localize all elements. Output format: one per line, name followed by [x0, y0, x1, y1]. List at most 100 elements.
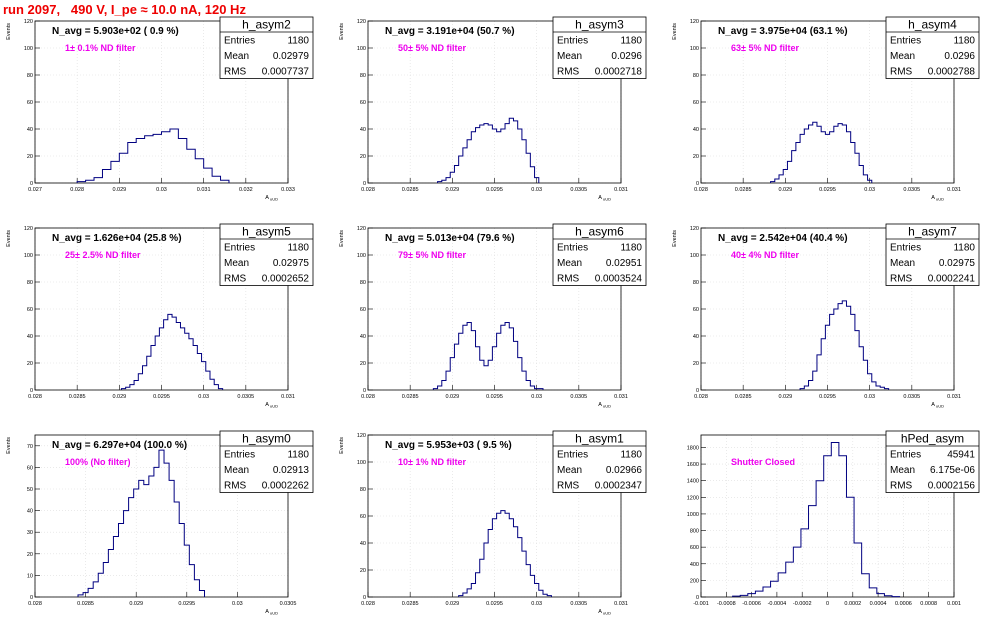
- y-tick-label: 120: [357, 19, 366, 25]
- x-tick-label: 0.0305: [570, 394, 587, 400]
- y-tick-label: 70: [27, 444, 33, 450]
- histogram-bin: [830, 132, 834, 183]
- histogram-title: N_avg = 1.626e+04 (25.8 %): [52, 233, 182, 244]
- histogram-bin: [184, 545, 189, 597]
- histogram-bin: [176, 323, 180, 391]
- stats-hist-name: h_asym4: [908, 18, 957, 32]
- histogram-pad-h-asym6: 0.028 0.0285 0.029 0.0295 0.03 0.0305 0.031 0 20…: [333, 223, 653, 414]
- stats-value: 0.02975: [273, 258, 310, 269]
- stats-value: 0.02979: [273, 51, 310, 62]
- histogram-bin: [214, 385, 218, 390]
- x-tick-label: 0.0295: [486, 394, 503, 400]
- histogram-bin: [846, 132, 850, 183]
- y-tick-label: 1400: [687, 479, 699, 485]
- x-tick-label: -0.0002: [793, 601, 812, 607]
- y-axis-label: Events: [6, 23, 12, 40]
- histogram-line: [770, 121, 873, 183]
- y-tick-label: 20: [27, 552, 33, 558]
- x-tick-label: 0.0285: [402, 394, 419, 400]
- histogram-bin: [86, 180, 94, 183]
- histogram-bin: [842, 125, 846, 183]
- histogram-bin: [446, 371, 450, 390]
- histogram-bin: [179, 524, 184, 597]
- histogram-bin: [855, 153, 859, 183]
- y-axis-label: Events: [6, 437, 12, 454]
- histogram-bin: [162, 132, 170, 183]
- x-tick-label: 0.028: [361, 187, 375, 193]
- histogram-bin: [859, 165, 863, 183]
- histogram-bin: [518, 358, 522, 390]
- stats-box: hPed_asym Entries 45941 Mean 6.175e-06 RMS 0.0…: [885, 430, 980, 493]
- x-tick-label: 0.0305: [237, 394, 254, 400]
- histogram-bin: [463, 325, 467, 390]
- x-tick-label: 0.028: [361, 601, 375, 607]
- stats-value: 1180: [953, 36, 975, 47]
- histogram-title: N_avg = 5.903e+02 ( 0.9 %): [52, 26, 179, 37]
- histogram-bin: [492, 347, 496, 390]
- histogram-bin: [199, 591, 204, 597]
- histogram-bin: [446, 178, 450, 183]
- histogram-bin: [522, 551, 526, 597]
- stats-value: 1180: [620, 450, 642, 461]
- histogram-bin: [817, 126, 821, 183]
- histogram-bin: [842, 301, 846, 390]
- histogram-bin: [204, 168, 212, 183]
- stats-box: h_asym6 Entries 1180 Mean 0.02951 RMS 0.000352…: [552, 223, 647, 286]
- histogram-bin: [83, 593, 88, 597]
- stats-box-frame: [219, 430, 314, 493]
- y-tick-label: 120: [690, 226, 699, 232]
- x-tick-label: 0.0295: [178, 601, 195, 607]
- histogram-pad-h-asym7: 0.028 0.0285 0.029 0.0295 0.03 0.0305 0.031 0 20…: [666, 223, 986, 414]
- histogram-bin: [113, 537, 118, 597]
- histogram-svg: 0.027 0.028 0.029 0.03 0.031 0.032 0.033 0 20 40 6…: [6, 16, 314, 202]
- stats-label: RMS: [557, 67, 580, 78]
- histogram-bin: [149, 476, 154, 597]
- histogram-bin: [121, 389, 125, 390]
- histogram-bin: [88, 588, 93, 597]
- stats-label: RMS: [224, 481, 247, 492]
- histogram-bin: [804, 129, 808, 183]
- histogram-bin: [433, 389, 437, 390]
- stats-label: RMS: [890, 274, 913, 285]
- histogram-pad-h-asym3: 0.028 0.0285 0.029 0.0295 0.03 0.0305 0.031 0 20…: [333, 16, 653, 207]
- plot-frame: [34, 227, 289, 391]
- histogram-bin: [771, 581, 779, 597]
- stats-value: 6.175e-06: [930, 465, 975, 476]
- stats-label: Mean: [557, 258, 582, 269]
- stats-box: h_asym7 Entries 1180 Mean 0.02975 RMS 0.000224…: [885, 223, 980, 286]
- histogram-bin: [505, 124, 509, 183]
- histogram-bin: [846, 497, 854, 597]
- histogram-title: N_avg = 3.975e+04 (63.1 %): [718, 26, 848, 37]
- histogram-bin: [526, 565, 530, 597]
- histogram-bin: [824, 456, 832, 597]
- y-tick-label: 0: [363, 388, 366, 394]
- histogram-bin: [530, 167, 534, 183]
- x-tick-label: 0.029: [445, 394, 459, 400]
- histogram-bin: [838, 124, 842, 183]
- histogram-bin: [442, 381, 446, 390]
- x-tick-label: 0.03: [864, 394, 875, 400]
- histogram-bin: [505, 513, 509, 597]
- histogram-title: N_avg = 5.953e+03 ( 9.5 %): [385, 440, 512, 451]
- stats-value: 0.0002156: [928, 481, 976, 492]
- histogram-bin: [530, 575, 534, 597]
- stats-value: 1180: [953, 243, 975, 254]
- x-tick-label: 0.03: [864, 187, 875, 193]
- y-tick-label: 60: [27, 307, 33, 313]
- x-tick-label: 0.028: [70, 187, 84, 193]
- y-tick-label: 40: [360, 127, 366, 133]
- histogram-bin: [476, 347, 480, 390]
- y-tick-label: 40: [360, 541, 366, 547]
- stats-label: Mean: [890, 258, 915, 269]
- histogram-bin: [539, 590, 543, 597]
- y-tick-label: 20: [360, 154, 366, 160]
- histogram-line: [76, 128, 230, 183]
- histogram-bin: [128, 143, 136, 184]
- stats-hist-name: h_asym5: [242, 225, 291, 239]
- histogram-bin: [877, 594, 885, 597]
- stats-value: 0.02913: [273, 465, 310, 476]
- histogram-bin: [821, 132, 825, 183]
- x-tick-label: 0.0295: [819, 187, 836, 193]
- x-axis-label: A uUD: [265, 402, 278, 409]
- histogram-bin: [509, 519, 513, 597]
